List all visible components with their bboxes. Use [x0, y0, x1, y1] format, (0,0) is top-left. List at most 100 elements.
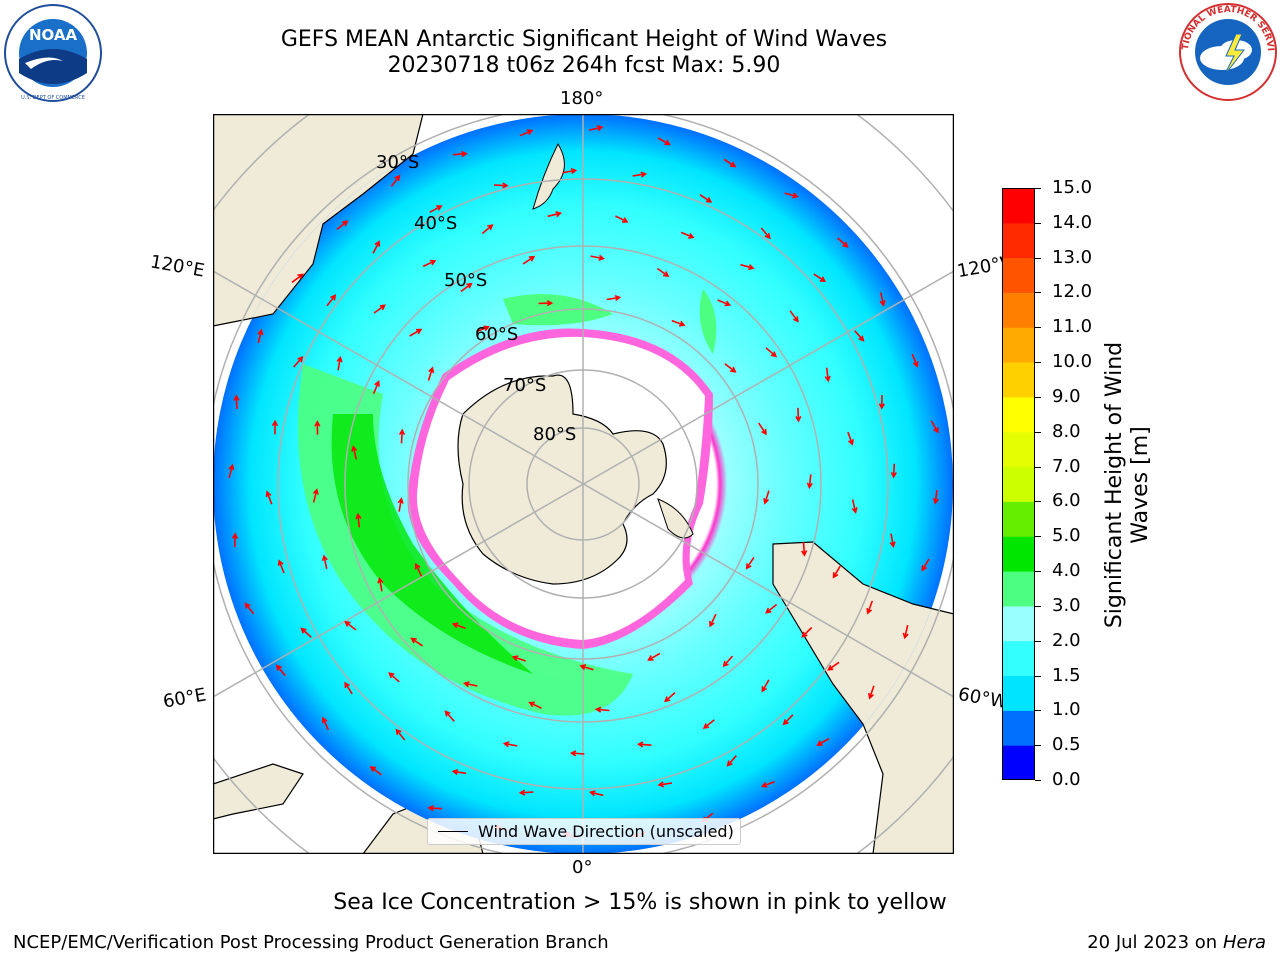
nws-logo: NATIONAL WEATHER SERVICE [1178, 2, 1277, 101]
footer-credit: NCEP/EMC/Verification Post Processing Pr… [13, 932, 609, 953]
wind-wave-arrow [832, 565, 841, 579]
colorbar-tick-label: 13.0 [1052, 246, 1093, 268]
wind-wave-arrow [233, 394, 240, 410]
colorbar-tick-label: 7.0 [1052, 455, 1081, 477]
colorbar-tick-label: 14.0 [1052, 211, 1093, 233]
wind-wave-arrow [680, 231, 695, 239]
wind-wave-arrow [244, 602, 255, 615]
wind-wave-arrow [671, 319, 686, 327]
lat-label-70s: 70°S [503, 375, 547, 396]
legend-line-swatch [438, 831, 468, 832]
wind-wave-arrow [390, 174, 401, 187]
colorbar-segment [1002, 396, 1035, 433]
wind-wave-arrow [427, 366, 435, 381]
legend-label: Wind Wave Direction (unscaled) [478, 822, 734, 841]
wind-wave-arrow [699, 194, 713, 203]
wind-wave-arrow [231, 532, 239, 548]
lat-label-60s: 60°S [475, 324, 519, 345]
wind-wave-arrow [422, 259, 437, 268]
wind-wave-arrow [911, 353, 919, 368]
wind-wave-arrow [594, 706, 610, 713]
wind-wave-arrow [538, 300, 554, 307]
wind-wave-arrow [760, 227, 771, 240]
colorbar-tick-label: 9.0 [1052, 385, 1081, 407]
wind-wave-arrow [588, 790, 604, 797]
noaa-logo: NOAA U.S. DEPT OF COMMERCE [4, 4, 102, 102]
wind-wave-arrow [321, 716, 330, 731]
wind-wave-arrow [851, 499, 858, 514]
colorbar-tick-mark [1035, 675, 1041, 677]
wind-wave-arrow [745, 556, 755, 570]
wind-wave-arrow [866, 600, 874, 615]
wind-wave-arrow [656, 267, 670, 277]
map-legend: Wind Wave Direction (unscaled) [427, 818, 741, 845]
colorbar-tick-label: 2.0 [1052, 629, 1081, 651]
colorbar-segment [1002, 536, 1035, 572]
wind-wave-arrow [722, 655, 733, 668]
wind-wave-arrow [782, 714, 794, 726]
wind-wave-arrow [395, 728, 406, 741]
lon-label-60e: 60°E [161, 684, 208, 713]
lon-label-0: 0° [572, 857, 593, 878]
wind-wave-arrow [763, 490, 770, 505]
wind-wave-arrow [528, 701, 542, 709]
colorbar-segment [1002, 605, 1035, 642]
colorbar-tick-mark [1035, 605, 1041, 607]
colorbar-tick-label: 1.0 [1052, 699, 1081, 721]
wind-wave-arrow [569, 750, 585, 757]
wind-wave-arrow [444, 710, 455, 722]
wind-wave-arrow [460, 282, 473, 293]
wind-wave-arrow [293, 356, 304, 368]
wind-wave-arrow [702, 719, 715, 730]
footer-date-text: 20 Jul 2023 on [1087, 932, 1223, 953]
wind-wave-arrow [372, 240, 380, 254]
wind-wave-arrow [889, 533, 896, 549]
wind-wave-arrow [451, 768, 467, 776]
wind-wave-arrow [902, 624, 909, 640]
wind-wave-arrow [228, 463, 235, 479]
colorbar-segment [1002, 571, 1035, 607]
wind-wave-arrow [647, 652, 661, 661]
wind-wave-arrow [795, 407, 802, 423]
colorbar-segment [1002, 292, 1035, 328]
colorbar-tick-label: 0.0 [1052, 769, 1081, 790]
wind-wave-arrow [854, 330, 865, 342]
lat-label-30s: 30°S [376, 152, 420, 173]
lat-label-40s: 40°S [414, 213, 458, 234]
lon-label-180: 180° [560, 88, 604, 109]
colorbar-segment [1002, 745, 1035, 780]
colorbar-tick-label: 4.0 [1052, 560, 1081, 582]
wind-wave-arrow [476, 325, 490, 333]
wind-wave-arrow [784, 192, 799, 199]
colorbar-segment [1002, 188, 1035, 224]
wind-wave-arrow [291, 273, 304, 283]
wind-wave-arrow [816, 737, 830, 746]
colorbar-segment [1002, 257, 1035, 293]
colorbar-tick-mark [1035, 257, 1041, 259]
colorbar-tick-mark [1035, 536, 1041, 538]
wind-wave-arrow [427, 805, 442, 812]
wind-wave-arrow [932, 490, 939, 505]
colorbar-segment [1002, 222, 1035, 259]
svg-text:NOAA: NOAA [29, 26, 78, 44]
colorbar-segment [1002, 710, 1035, 746]
wind-wave-arrow [930, 420, 939, 434]
wind-wave-arrow [761, 679, 770, 693]
colorbar-segment [1002, 640, 1035, 677]
wind-wave-arrow [522, 255, 536, 265]
wind-wave-arrow [336, 355, 343, 371]
wind-wave-arrow [369, 765, 382, 776]
wind-wave-arrow [314, 420, 321, 435]
colorbar-tick-mark [1035, 362, 1041, 364]
sea-ice-caption: Sea Ice Concentration > 15% is shown in … [333, 890, 947, 915]
wind-wave-arrow [636, 741, 652, 748]
colorbar-segment [1002, 327, 1035, 363]
wind-wave-arrow [344, 620, 357, 631]
wind-wave-arrow [758, 422, 767, 436]
wind-wave-arrow [398, 428, 406, 444]
wind-wave-arrow [257, 328, 264, 344]
wind-wave-arrow [579, 664, 594, 671]
wind-wave-arrow [657, 137, 671, 146]
svg-text:U.S. DEPT OF COMMERCE: U.S. DEPT OF COMMERCE [21, 95, 85, 101]
wind-wave-arrow [723, 158, 737, 168]
